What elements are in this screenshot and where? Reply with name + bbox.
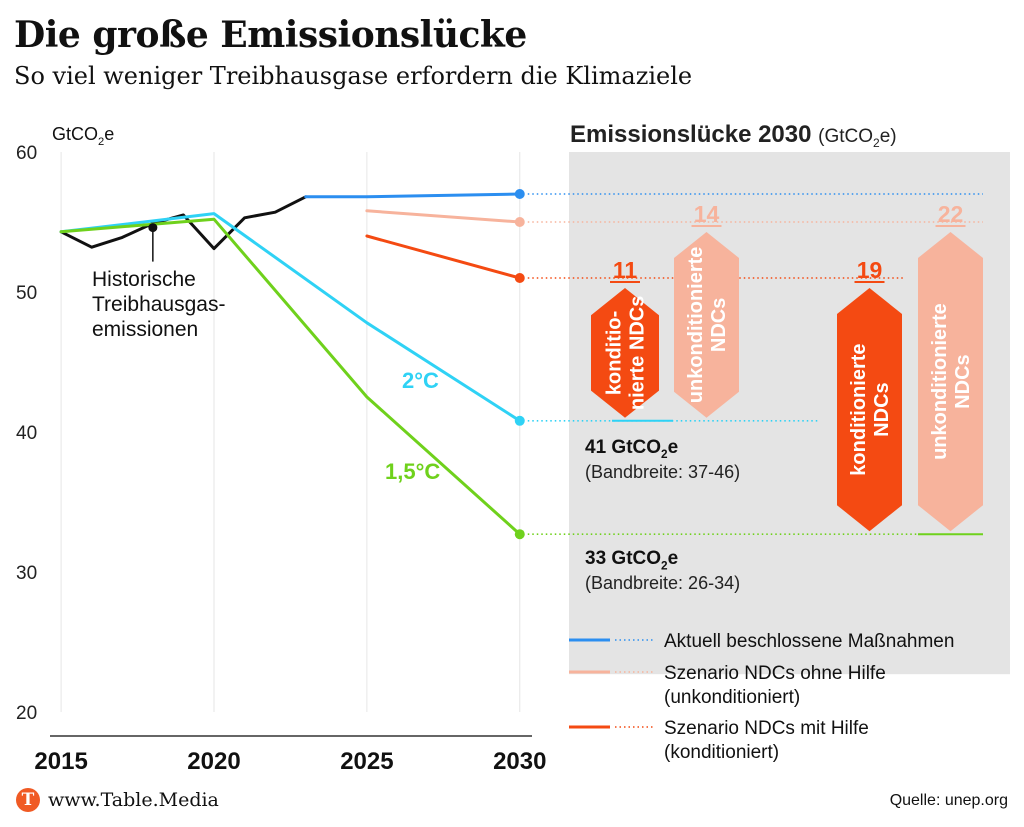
footer-site: www.Table.Media — [48, 789, 219, 811]
gap-bar-1 — [591, 288, 659, 418]
gap-bar-label-line: NDCs — [871, 382, 893, 436]
historic-label: Treibhausgas- — [92, 293, 225, 316]
x-tick-label: 2025 — [340, 748, 393, 775]
label-2-degree: 2°C — [402, 368, 439, 393]
gap-bar-label-line: nierte NDCs — [627, 296, 649, 410]
footer-source: Quelle: unep.org — [889, 792, 1008, 809]
gap-bar-label: unkonditionierte NDCs — [685, 247, 730, 404]
series-line-historic — [59, 195, 308, 251]
gap-bar-label: konditionierte NDCs — [848, 343, 893, 475]
historic-label: Historische — [92, 268, 196, 291]
gap-bar-label-line: NDCs — [708, 298, 730, 352]
target-value: 41 GtCO2e — [585, 437, 678, 461]
chart-title: Die große Emissionslücke — [14, 14, 527, 56]
gap-bar-label: konditio-nierte NDCs — [604, 296, 649, 410]
gap-bar-2 — [674, 232, 739, 418]
gap-bar-label-line: unkonditionierte — [929, 303, 951, 460]
gap-bar-label-line: konditio- — [604, 311, 626, 395]
series-line-one_five — [59, 217, 522, 536]
gap-bar-value: 14 — [694, 201, 720, 227]
x-tick-label: 2030 — [493, 748, 546, 775]
gap-bar-label-line: unkonditionierte — [685, 247, 707, 404]
series-line-conditional — [365, 234, 522, 280]
gap-panel-title: Emissionslücke 2030 (GtCO2e) — [570, 121, 897, 150]
endpoint-dot-one_five — [514, 529, 525, 540]
y-tick-label: 20 — [16, 703, 37, 724]
label-1-5-degree: 1,5°C — [385, 459, 440, 484]
endpoint-dot-unconditional — [514, 217, 525, 227]
gap-bar-3 — [837, 288, 902, 532]
historic-label: emissionen — [92, 318, 198, 341]
chart-subtitle: So viel weniger Treibhausgase erfordern … — [14, 62, 693, 90]
y-tick-label: 60 — [16, 143, 37, 164]
series-line-two_degree — [59, 212, 522, 423]
x-tick-label: 2020 — [187, 748, 240, 775]
target-value: 33 GtCO2e — [585, 548, 678, 572]
endpoint-dot-conditional — [514, 273, 525, 283]
x-tick-label: 2015 — [34, 748, 87, 775]
y-tick-label: 50 — [16, 283, 37, 304]
legend-label: Aktuell beschlossene Maßnahmen — [664, 631, 954, 652]
table-media-logo-icon: T — [16, 788, 40, 812]
target-range: (Bandbreite: 26-34) — [585, 573, 740, 593]
y-axis-label: GtCO2e — [52, 124, 114, 148]
series-line-unconditional — [365, 209, 522, 224]
endpoint-dot-current — [514, 189, 525, 199]
footer-brand[interactable]: T www.Table.Media — [16, 788, 219, 812]
series-line-current — [304, 192, 522, 199]
endpoint-dot-two_degree — [514, 415, 525, 426]
legend-label: Szenario NDCs mit Hilfe — [664, 718, 869, 739]
legend-label: (konditioniert) — [664, 742, 779, 763]
gap-bar-value: 19 — [857, 257, 883, 283]
gap-bar-label-line: konditionierte — [848, 343, 870, 475]
y-tick-label: 40 — [16, 423, 37, 444]
gap-bar-value: 11 — [613, 257, 638, 283]
y-tick-label: 30 — [16, 563, 37, 584]
gap-bar-label-line: NDCs — [952, 354, 974, 408]
gap-bar-label: unkonditionierte NDCs — [929, 303, 974, 460]
legend-label: (unkonditioniert) — [664, 687, 800, 708]
target-range: (Bandbreite: 37-46) — [585, 462, 740, 482]
gap-bar-4 — [918, 232, 983, 532]
gap-bar-value: 22 — [938, 201, 964, 227]
legend-label: Szenario NDCs ohne Hilfe — [664, 663, 886, 684]
